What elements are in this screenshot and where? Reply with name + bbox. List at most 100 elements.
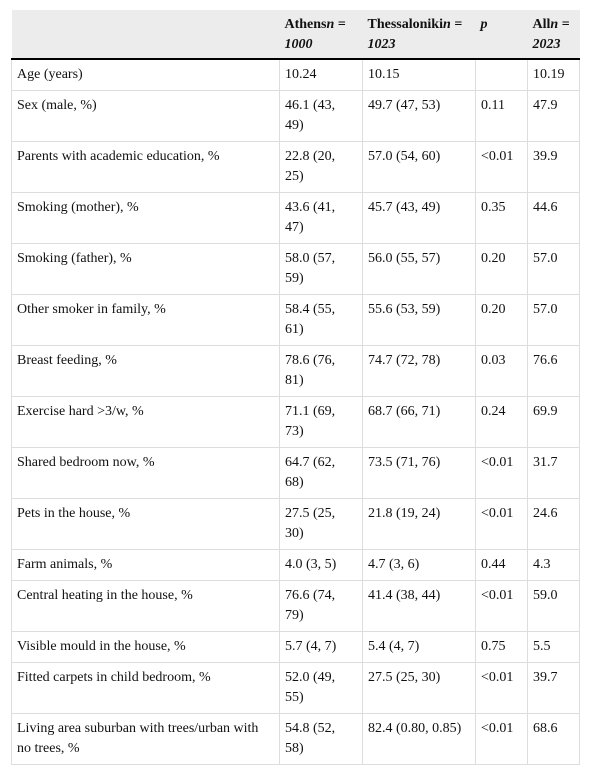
table-row: Fitted carpets in child bedroom, % 52.0 (…: [11, 662, 580, 714]
header-row: Athensn = 1000 Thessalonikin = 1023 p Alln …: [11, 10, 580, 60]
cell: 0.11: [475, 90, 528, 142]
row-label: Sex (male, %): [11, 90, 280, 142]
cell: <0.01: [475, 713, 528, 765]
cell: 10.19: [527, 58, 580, 91]
cell: <0.01: [475, 580, 528, 632]
cell: 0.75: [475, 631, 528, 663]
table-row: Other smoker in family, % 58.4 (55, 61) 55…: [11, 294, 580, 346]
cell: 74.7 (72, 78): [362, 345, 476, 397]
header-n: n = 1000: [284, 17, 346, 52]
header-cell: [11, 10, 280, 60]
cell: 47.9: [527, 90, 580, 142]
table-body: Age (years) 10.24 10.15 10.19 Sex (male, %) 4…: [11, 58, 580, 765]
row-label: Visible mould in the house, %: [11, 631, 280, 663]
row-label: Central heating in the house, %: [11, 580, 280, 632]
table-row: Shared bedroom now, % 64.7 (62, 68) 73.5 (…: [11, 447, 580, 499]
cell: 5.5: [527, 631, 580, 663]
table-row: Pets in the house, % 27.5 (25, 30) 21.8 (1…: [11, 498, 580, 550]
cell: 44.6: [527, 192, 580, 244]
cell: 5.4 (4, 7): [362, 631, 476, 663]
cell: 21.8 (19, 24): [362, 498, 476, 550]
cell: 68.6: [527, 713, 580, 765]
cell: 5.7 (4, 7): [279, 631, 363, 663]
row-label: Breast feeding, %: [11, 345, 280, 397]
row-label: Age (years): [11, 58, 280, 91]
cell: <0.01: [475, 662, 528, 714]
cell: 64.7 (62, 68): [279, 447, 363, 499]
cell: 68.7 (66, 71): [362, 396, 476, 448]
table-row: Farm animals, % 4.0 (3, 5) 4.7 (3, 6) 0.44 4…: [11, 549, 580, 581]
cell: 46.1 (43, 49): [279, 90, 363, 142]
row-label: Smoking (father), %: [11, 243, 280, 295]
cell: 45.7 (43, 49): [362, 192, 476, 244]
header-n: n = 2023: [532, 17, 570, 52]
cell: 43.6 (41, 47): [279, 192, 363, 244]
cell: 76.6 (74, 79): [279, 580, 363, 632]
cell: [475, 58, 528, 91]
row-label: Fitted carpets in child bedroom, %: [11, 662, 280, 714]
cell: 57.0 (54, 60): [362, 141, 476, 193]
cell: 4.7 (3, 6): [362, 549, 476, 581]
table-row: Visible mould in the house, % 5.7 (4, 7) 5…: [11, 631, 580, 663]
table-row: Central heating in the house, % 76.6 (74,…: [11, 580, 580, 632]
row-label: Other smoker in family, %: [11, 294, 280, 346]
cell: 82.4 (0.80, 0.85): [362, 713, 476, 765]
table-container: Athensn = 1000 Thessalonikin = 1023 p Alln …: [11, 10, 580, 765]
cell: 57.0: [527, 243, 580, 295]
cell: 41.4 (38, 44): [362, 580, 476, 632]
table-row: Breast feeding, % 78.6 (76, 81) 74.7 (72, …: [11, 345, 580, 397]
cell: 49.7 (47, 53): [362, 90, 476, 142]
header-label: Athens: [284, 17, 327, 32]
cell: 31.7: [527, 447, 580, 499]
cell: 56.0 (55, 57): [362, 243, 476, 295]
cell: 27.5 (25, 30): [279, 498, 363, 550]
data-table: Athensn = 1000 Thessalonikin = 1023 p Alln …: [11, 10, 580, 765]
header-label: All: [532, 17, 551, 32]
cell: 10.24: [279, 58, 363, 91]
cell: 4.3: [527, 549, 580, 581]
cell: 0.35: [475, 192, 528, 244]
row-label: Farm animals, %: [11, 549, 280, 581]
row-label: Exercise hard >3/w, %: [11, 396, 280, 448]
header-cell: Alln = 2023: [527, 10, 580, 60]
header-n: p: [480, 17, 488, 32]
cell: 0.20: [475, 243, 528, 295]
cell: 57.0: [527, 294, 580, 346]
cell: 55.6 (53, 59): [362, 294, 476, 346]
row-label: Pets in the house, %: [11, 498, 280, 550]
cell: <0.01: [475, 141, 528, 193]
cell: 58.4 (55, 61): [279, 294, 363, 346]
cell: 0.20: [475, 294, 528, 346]
table-row: Smoking (mother), % 43.6 (41, 47) 45.7 (43…: [11, 192, 580, 244]
header-label: Thessaloniki: [367, 17, 443, 32]
table-row: Smoking (father), % 58.0 (57, 59) 56.0 (55…: [11, 243, 580, 295]
cell: 73.5 (71, 76): [362, 447, 476, 499]
cell: 69.9: [527, 396, 580, 448]
cell: 71.1 (69, 73): [279, 396, 363, 448]
cell: 22.8 (20, 25): [279, 141, 363, 193]
cell: 4.0 (3, 5): [279, 549, 363, 581]
header-cell: Athensn = 1000: [279, 10, 363, 60]
cell: <0.01: [475, 498, 528, 550]
cell: 58.0 (57, 59): [279, 243, 363, 295]
table-row: Parents with academic education, % 22.8 (…: [11, 141, 580, 193]
row-label: Smoking (mother), %: [11, 192, 280, 244]
cell: 39.7: [527, 662, 580, 714]
cell: 39.9: [527, 141, 580, 193]
cell: 10.15: [362, 58, 476, 91]
row-label: Living area suburban with trees/urban wi…: [11, 713, 280, 765]
cell: 24.6: [527, 498, 580, 550]
cell: 27.5 (25, 30): [362, 662, 476, 714]
table-row: Sex (male, %) 46.1 (43, 49) 49.7 (47, 53) 0…: [11, 90, 580, 142]
table-row: Exercise hard >3/w, % 71.1 (69, 73) 68.7 (…: [11, 396, 580, 448]
cell: 76.6: [527, 345, 580, 397]
cell: 0.03: [475, 345, 528, 397]
cell: 52.0 (49, 55): [279, 662, 363, 714]
cell: 78.6 (76, 81): [279, 345, 363, 397]
cell: 0.24: [475, 396, 528, 448]
row-label: Shared bedroom now, %: [11, 447, 280, 499]
header-n: n = 1023: [367, 17, 463, 52]
row-label: Parents with academic education, %: [11, 141, 280, 193]
cell: <0.01: [475, 447, 528, 499]
